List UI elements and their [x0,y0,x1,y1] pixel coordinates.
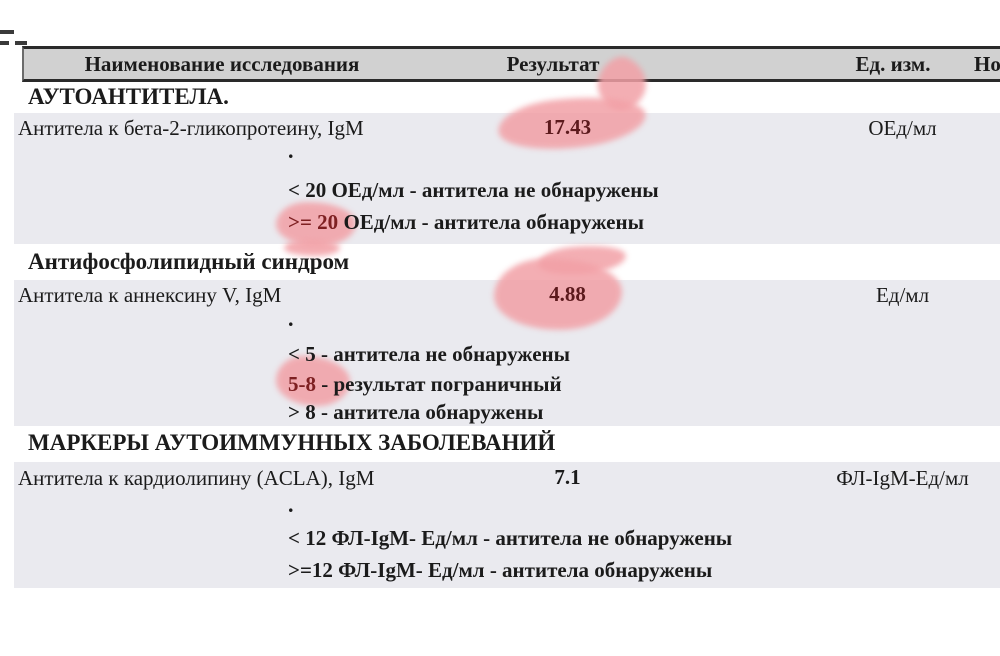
test-name-beta2: Антитела к бета-2-гликопротеину, IgM [18,116,364,140]
reference-range-line: < 5 - антитела не обнаружены [288,342,571,366]
reference-range-text: ОЕд/мл - антитела обнаружены [338,210,644,234]
reference-range-text: - результат пограничный [316,372,562,396]
test-result-beta2: 17.43 [543,115,592,139]
reference-range-line: < 12 ФЛ-IgM- Ед/мл - антитела не обнаруж… [288,526,733,550]
column-header-result: Результат [506,52,600,76]
reference-range-line: < 20 ОЕд/мл - антитела не обнаружены [288,178,659,202]
section-title-autoantibodies: АУТОАНТИТЕЛА. [28,84,229,109]
reference-range-line: 5-8 - результат пограничный [288,372,562,397]
reference-range-highlighted-value: >= 20 [288,210,339,234]
column-header-norm-clipped: Но [974,52,1000,76]
reference-range-highlighted-value: 5-8 [288,372,316,396]
test-name-annexin: Антитела к аннексину V, IgM [18,283,282,307]
reference-dot: . [288,306,294,331]
test-result-annexin: 4.88 [549,282,586,306]
section-title-autoimmune-markers: МАРКЕРЫ АУТОИММУННЫХ ЗАБОЛЕВАНИЙ [28,430,556,455]
reference-range-line: >=12 ФЛ-IgM- Ед/мл - антитела обнаружены [288,558,713,582]
column-header-name: Наименование исследования [84,52,360,76]
result-block-cardiolipin [14,462,1000,588]
reference-range-line: >= 20 ОЕд/мл - антитела обнаружены [288,210,644,235]
test-result-cardiolipin: 7.1 [554,465,581,489]
test-units-cardiolipin: ФЛ-IgM-Ед/мл [836,466,969,490]
test-units-beta2: ОЕд/мл [868,116,937,140]
test-name-cardiolipin: Антитела к кардиолипину (ACLA), IgM [18,466,375,490]
reference-dot: . [288,138,294,163]
section-title-antiphospholipid: Антифосфолипидный синдром [28,249,350,274]
scan-artifact [0,30,14,34]
table-header-row: Наименование исследования Результат Ед. … [22,46,1000,82]
scan-artifact [0,41,9,45]
reference-range-line: > 8 - антитела обнаружены [288,400,544,424]
column-header-units: Ед. изм. [855,52,931,76]
scan-artifact [15,41,27,45]
test-units-annexin: Ед/мл [875,283,930,307]
reference-dot: . [288,492,294,517]
marker-highlight [284,240,340,256]
